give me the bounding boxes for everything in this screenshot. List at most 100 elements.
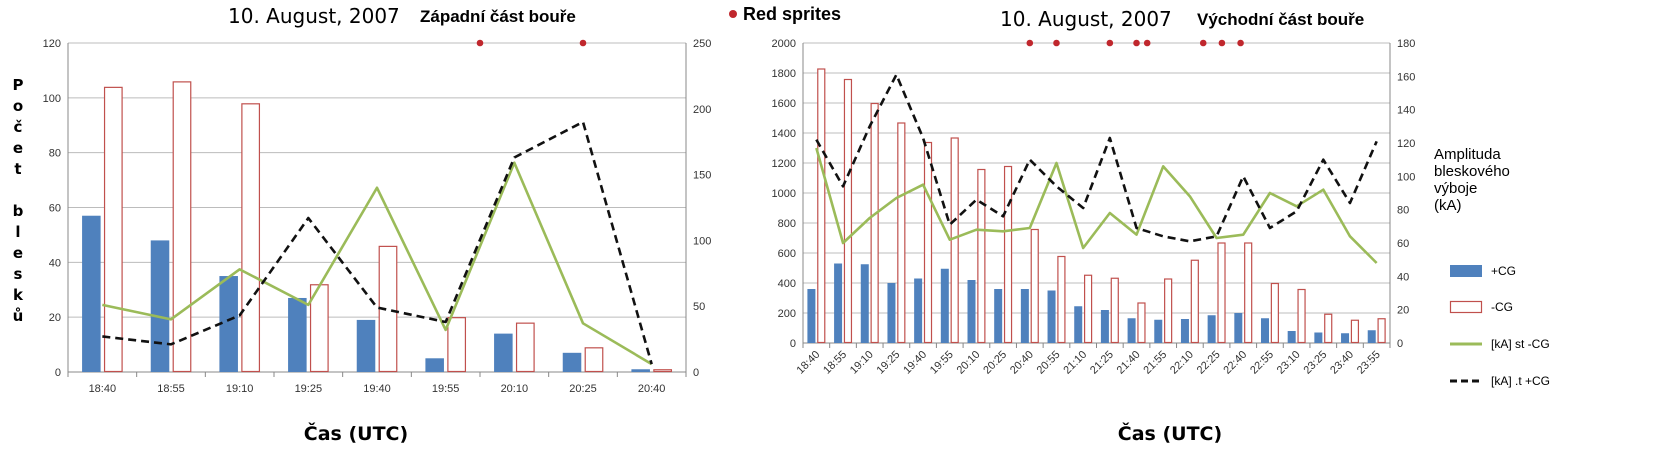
chart1-bar-pos-cg	[356, 319, 376, 372]
chart2-y2-tick-label: 160	[1397, 71, 1415, 83]
legend-swatch-neg-cg	[1449, 300, 1483, 314]
chart2-red-sprite-marker	[1143, 39, 1151, 47]
chart2-x-tick-label: 23:55	[1355, 349, 1383, 377]
chart2-y2-tick-label: 40	[1397, 271, 1409, 283]
chart2-bar-neg-cg	[1137, 302, 1146, 344]
chart1-x-tick-label: 20:40	[638, 383, 666, 395]
chart2-bar-neg-cg	[897, 122, 906, 344]
chart2-bar-pos-cg	[1154, 319, 1163, 343]
chart2-x-tick-label: 23:10	[1275, 349, 1303, 377]
chart2-bar-neg-cg	[870, 102, 879, 344]
chart2-y2-tick-label: 0	[1397, 338, 1403, 350]
y-axis-title-letter: l	[15, 223, 20, 241]
legend-label: [kA] st -CG	[1491, 337, 1550, 351]
chart1-bar-pos-cg	[150, 240, 170, 372]
chart1-title-part: Západní část bouře	[420, 7, 576, 26]
chart2-bar-neg-cg	[817, 68, 826, 344]
chart2-x-tick-label: 20:55	[1035, 349, 1063, 377]
chart2-y2-tick-label: 80	[1397, 205, 1409, 217]
chart2-y-tick-label: 800	[778, 218, 796, 230]
chart2-bar-pos-cg	[1074, 306, 1083, 343]
chart2-y-tick-label: 200	[778, 308, 796, 320]
chart1-line-neg-cg-amplitude	[102, 161, 653, 366]
chart1-bar-neg-cg	[584, 347, 604, 373]
chart1-bar-pos-cg	[562, 352, 582, 372]
chart2-bar-neg-cg	[1217, 242, 1226, 344]
chart2-bar-pos-cg	[887, 283, 896, 343]
chart2-bar-neg-cg	[1244, 242, 1253, 344]
chart2-x-tick-label: 22:25	[1195, 349, 1223, 377]
chart1-bar-neg-cg	[241, 103, 261, 373]
chart2-bar-pos-cg	[994, 289, 1003, 343]
chart2-bar-pos-cg	[1047, 290, 1056, 343]
chart2-bar-pos-cg	[1314, 332, 1323, 343]
chart2-bar-pos-cg	[914, 278, 923, 343]
chart1-y2-tick-label: 50	[693, 301, 705, 313]
y-axis-title-letter: s	[14, 265, 23, 283]
chart2-bar-pos-cg	[940, 268, 949, 343]
chart2-bar-pos-cg	[1287, 331, 1296, 343]
chart1-title-date: 10. August, 2007	[228, 4, 400, 28]
chart2-bar-pos-cg	[807, 289, 816, 343]
chart2-bar-neg-cg	[1164, 278, 1173, 344]
chart2-plot: 0 200 400 600 800 1000 1200 1400 1600 1800 2000 0 20…	[772, 38, 1416, 377]
chart1-bar-pos-cg	[425, 358, 444, 372]
y-axis-title-letter: o	[13, 97, 23, 115]
chart2-bar-pos-cg	[834, 263, 843, 343]
amplitude-label-line: (kA)	[1434, 197, 1462, 214]
chart2-red-sprite-marker	[1218, 39, 1226, 47]
legend-label: [kA] .t +CG	[1491, 374, 1550, 388]
chart2-y2-tick-label: 100	[1397, 171, 1415, 183]
y-axis-title-letter: č	[14, 118, 23, 136]
chart2-bar-neg-cg	[1057, 255, 1066, 344]
chart2-x-tick-label: 20:40	[1008, 349, 1036, 377]
chart1-y2-tick-label: 200	[693, 104, 711, 116]
chart2-x-tick-label: 22:10	[1168, 349, 1196, 377]
chart1-x-tick-label: 18:40	[89, 383, 117, 395]
chart1-bar-pos-cg	[494, 333, 513, 372]
chart2-bar-neg-cg	[1083, 274, 1093, 344]
y-axis-title-letter: t	[14, 160, 21, 178]
chart2-red-sprite-marker	[1053, 39, 1060, 47]
legend-label: +CG	[1491, 264, 1516, 278]
chart2-y2-tick-label: 60	[1397, 238, 1409, 250]
chart2-bar-pos-cg	[1341, 333, 1350, 343]
chart2-x-tick-label: 21:10	[1061, 349, 1089, 377]
chart2-bar-pos-cg	[860, 264, 869, 343]
chart2-x-tick-label: 21:40	[1115, 349, 1143, 377]
chart1-y-tick-label: 0	[55, 367, 61, 379]
legend-swatch-pos-cg	[1450, 265, 1482, 277]
chart2-title-part: Východní část bouře	[1197, 10, 1364, 29]
y-axis-title-letter: k	[13, 286, 24, 304]
legend: +CG -CG [kA] st -CG [kA] .t +CG	[1449, 264, 1550, 388]
chart2-y2-tick-label: 140	[1397, 105, 1415, 117]
chart1-bar-pos-cg	[631, 369, 650, 372]
chart1-bar-neg-cg	[515, 322, 535, 373]
chart2-bar-pos-cg	[1207, 315, 1216, 343]
chart2-x-tick-label: 21:25	[1088, 349, 1116, 377]
chart2-bar-pos-cg	[967, 280, 976, 343]
chart2-title-date: 10. August, 2007	[1000, 7, 1172, 31]
chart2-x-tick-label: 20:25	[981, 349, 1009, 377]
chart2-y2-tick-label: 20	[1397, 305, 1409, 317]
chart2-y-tick-label: 1000	[772, 188, 796, 200]
chart1-x-tick-label: 20:25	[569, 383, 597, 395]
chart1-x-tick-label: 19:25	[295, 383, 323, 395]
chart2-bar-pos-cg	[1180, 319, 1189, 343]
chart2-x-tick-label: 18:55	[821, 349, 849, 377]
chart2-bar-neg-cg	[1190, 259, 1199, 344]
chart2-x-axis-title: Čas (UTC)	[1118, 421, 1222, 445]
chart2-y-tick-label: 0	[790, 338, 796, 350]
y-axis-title-letter: b	[13, 202, 24, 220]
y-axis-title-letter: P	[13, 76, 24, 94]
chart1-y2-tick-label: 250	[693, 38, 711, 50]
chart2-y-tick-label: 1800	[772, 68, 796, 80]
chart2-x-tick-label: 21:55	[1141, 349, 1169, 377]
chart2-bar-neg-cg	[1377, 318, 1386, 344]
chart1-bar-neg-cg	[653, 369, 673, 373]
chart2-y-tick-label: 1200	[772, 158, 796, 170]
chart2-red-sprite-marker	[1026, 39, 1034, 47]
y-axis-title-letter: e	[13, 244, 23, 262]
